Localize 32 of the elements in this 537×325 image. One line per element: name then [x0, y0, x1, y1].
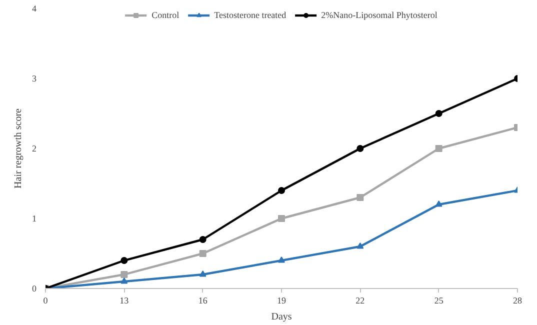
legend-label: 2%Nano-Liposomal Phytosterol	[321, 10, 438, 20]
point	[199, 270, 206, 277]
point	[278, 215, 285, 222]
x-tick-label: 25	[434, 296, 444, 306]
y-tick-label: 1	[32, 214, 36, 224]
y-tick-label: 2	[32, 144, 36, 154]
x-tick-label: 19	[277, 296, 286, 306]
point	[120, 257, 128, 264]
point	[435, 200, 442, 207]
point	[120, 271, 128, 278]
point	[120, 278, 128, 284]
point	[278, 256, 285, 263]
y-tick-label: 3	[32, 74, 37, 84]
point	[435, 110, 442, 117]
y-tick-label: 4	[32, 4, 37, 14]
x-tick-label: 0	[43, 296, 48, 306]
x-tick-label: 28	[513, 296, 522, 306]
y-axis-title: Hair regrowth score	[13, 108, 24, 188]
legend-label: Testosterone treated	[214, 10, 286, 20]
point	[199, 236, 206, 243]
x-tick-label: 16	[198, 296, 208, 306]
y-tick-label: 0	[32, 284, 37, 294]
point	[356, 194, 364, 201]
point	[356, 242, 364, 249]
x-tick-label: 22	[356, 296, 365, 306]
point	[199, 250, 206, 257]
legend-label: Control	[152, 10, 180, 20]
point	[278, 187, 285, 194]
point	[435, 145, 442, 152]
x-axis-title: Days	[271, 312, 292, 322]
point	[356, 145, 364, 152]
x-tick-label: 13	[120, 296, 130, 306]
